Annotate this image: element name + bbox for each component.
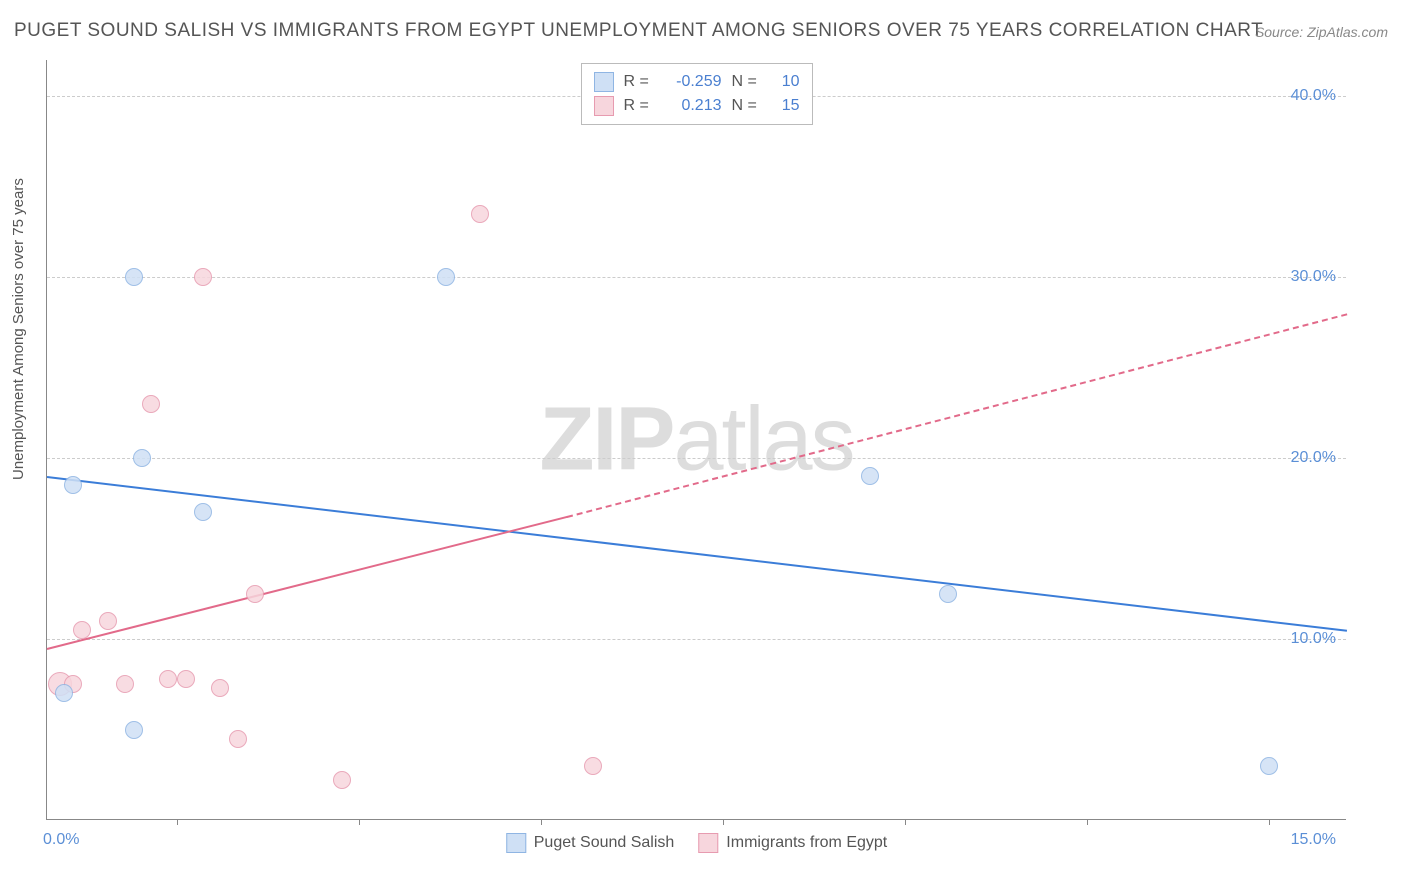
y-axis-label: Unemployment Among Seniors over 75 years (10, 178, 27, 480)
y-tick-label: 10.0% (1291, 630, 1336, 648)
chart-title: PUGET SOUND SALISH VS IMMIGRANTS FROM EG… (14, 20, 1263, 42)
data-point (246, 585, 264, 603)
x-tick (905, 819, 906, 825)
data-point (64, 476, 82, 494)
legend-swatch (698, 833, 718, 853)
data-point (229, 730, 247, 748)
data-point (55, 684, 73, 702)
data-point (99, 612, 117, 630)
gridline (47, 639, 1346, 640)
data-point (116, 675, 134, 693)
data-point (142, 395, 160, 413)
data-point (939, 585, 957, 603)
n-label: N = (732, 97, 760, 115)
y-tick-label: 40.0% (1291, 87, 1336, 105)
legend-swatch (594, 96, 614, 116)
data-point (437, 268, 455, 286)
data-point (584, 757, 602, 775)
data-point (159, 670, 177, 688)
y-tick-label: 30.0% (1291, 268, 1336, 286)
trend-line (47, 516, 567, 650)
r-value: 0.213 (662, 97, 722, 115)
series-legend: Puget Sound Salish Immigrants from Egypt (506, 833, 887, 853)
n-label: N = (732, 73, 760, 91)
chart-container: PUGET SOUND SALISH VS IMMIGRANTS FROM EG… (0, 0, 1406, 892)
y-tick-label: 20.0% (1291, 449, 1336, 467)
data-point (125, 721, 143, 739)
watermark: ZIPatlas (539, 388, 853, 491)
data-point (471, 205, 489, 223)
data-point (133, 449, 151, 467)
plot-area: ZIPatlas R =-0.259N =10R =0.213N =15 0.0… (46, 60, 1346, 820)
correlation-legend: R = -0.259 N = 10 R = 0.213 N = 15 (581, 63, 813, 125)
data-point (1260, 757, 1278, 775)
data-point (333, 771, 351, 789)
gridline (47, 277, 1346, 278)
x-axis-min-label: 0.0% (43, 831, 79, 849)
trend-line (47, 476, 1347, 632)
source-label: Source: ZipAtlas.com (1255, 24, 1388, 40)
data-point (73, 621, 91, 639)
data-point (861, 467, 879, 485)
x-tick (723, 819, 724, 825)
x-tick (1269, 819, 1270, 825)
x-axis-max-label: 15.0% (1291, 831, 1336, 849)
legend-row: R = -0.259 N = 10 (594, 70, 800, 94)
legend-label: Immigrants from Egypt (726, 834, 887, 852)
legend-item: Puget Sound Salish (506, 833, 675, 853)
r-label: R = (624, 97, 652, 115)
x-tick (541, 819, 542, 825)
n-value: 10 (770, 73, 800, 91)
legend-swatch (594, 72, 614, 92)
legend-item: Immigrants from Egypt (698, 833, 887, 853)
x-tick (177, 819, 178, 825)
data-point (211, 679, 229, 697)
x-tick (359, 819, 360, 825)
legend-label: Puget Sound Salish (534, 834, 675, 852)
r-value: -0.259 (662, 73, 722, 91)
data-point (194, 268, 212, 286)
legend-swatch (506, 833, 526, 853)
legend-row: R = 0.213 N = 15 (594, 94, 800, 118)
data-point (177, 670, 195, 688)
gridline (47, 458, 1346, 459)
r-label: R = (624, 73, 652, 91)
n-value: 15 (770, 97, 800, 115)
data-point (125, 268, 143, 286)
data-point (194, 503, 212, 521)
x-tick (1087, 819, 1088, 825)
